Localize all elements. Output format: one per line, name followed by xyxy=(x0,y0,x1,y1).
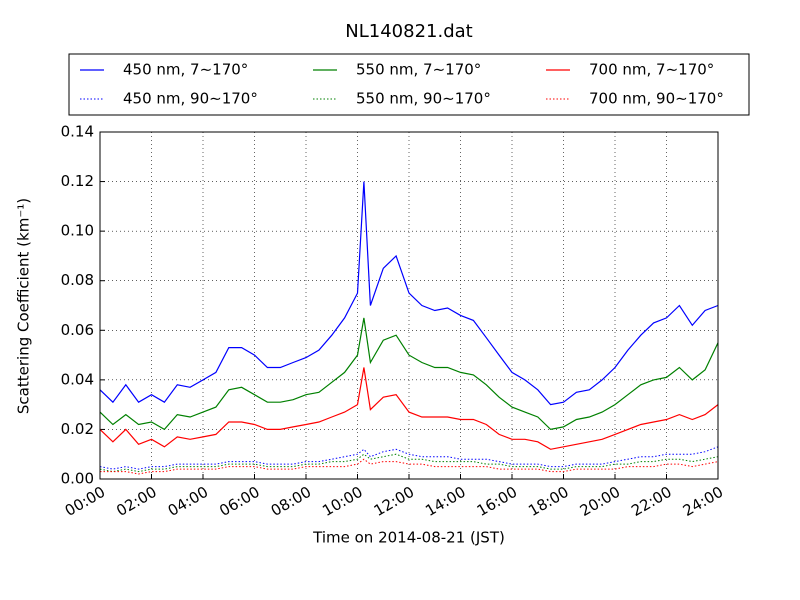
plot-frame xyxy=(99,131,719,480)
legend-label: 550 nm, 90∼170° xyxy=(356,90,491,108)
y-axis-label: Scattering Coefficient (km⁻¹) xyxy=(15,198,33,414)
legend-box xyxy=(68,53,750,116)
legend-label: 700 nm, 7∼170° xyxy=(589,61,714,79)
series-line xyxy=(99,453,719,473)
legend-label: 450 nm, 90∼170° xyxy=(123,90,258,108)
y-tick-label: 0.08 xyxy=(61,271,94,289)
series-line xyxy=(99,446,719,470)
y-tick-label: 0.00 xyxy=(61,470,94,488)
y-tick-label: 0.14 xyxy=(61,123,94,141)
y-tick-label: 0.02 xyxy=(61,420,94,438)
legend-label: 700 nm, 90∼170° xyxy=(589,90,724,108)
series-line xyxy=(99,317,719,431)
y-tick-label: 0.12 xyxy=(61,172,94,190)
legend-label: 450 nm, 7∼170° xyxy=(123,61,248,79)
series-line xyxy=(100,458,719,475)
series-line xyxy=(99,181,719,406)
y-tick-label: 0.04 xyxy=(61,370,94,388)
series-line xyxy=(99,367,719,450)
y-tick-label: 0.10 xyxy=(61,222,94,240)
y-tick-label: 0.06 xyxy=(61,321,94,339)
legend-label: 550 nm, 7∼170° xyxy=(356,61,481,79)
x-axis-label: Time on 2014-08-21 (JST) xyxy=(312,529,505,547)
chart-title: NL140821.dat xyxy=(345,21,472,42)
